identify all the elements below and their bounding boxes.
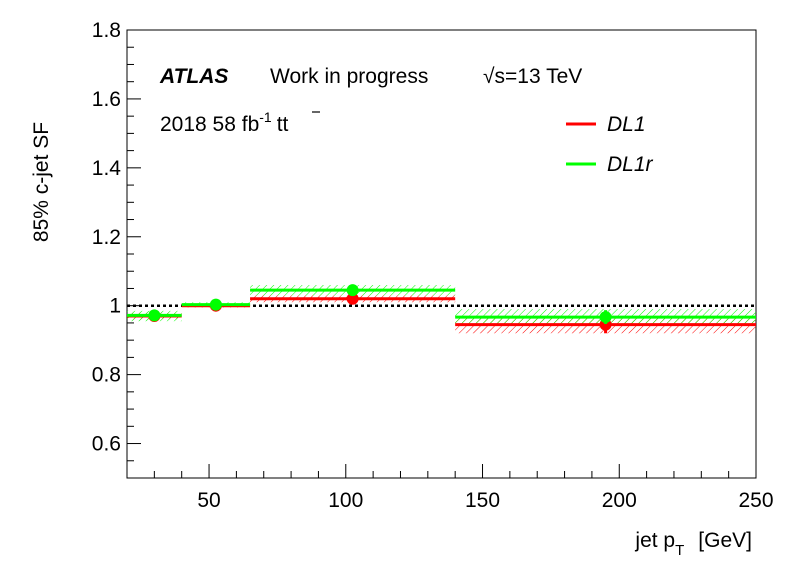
marker-dl1r [209, 298, 222, 311]
energy-sqrt: √s [483, 65, 505, 88]
x-tick-label: 50 [197, 489, 220, 512]
y-tick-label: 1.8 [92, 19, 121, 42]
legend: DL1 DL1r [566, 113, 654, 176]
series-group [127, 284, 756, 334]
marker-dl1r [148, 309, 161, 322]
dataset-label: 2018 58 fb-1 tt [160, 109, 289, 136]
marker-dl1r [346, 284, 359, 297]
x-axis-title-sub: T [675, 542, 684, 559]
atlas-label: ATLAS [159, 65, 228, 88]
status-label: Work in progress [270, 65, 428, 88]
x-tick-label: 100 [328, 489, 363, 512]
x-tick-label: 150 [465, 489, 500, 512]
axis-ticks: 0.6 0.8 1 1.2 1.4 1.6 1.8 50 100 150 200 250 [92, 19, 774, 512]
energy-label: √s=13 TeV [483, 65, 582, 88]
y-tick-label: 0.6 [92, 433, 121, 456]
x-tick-label: 250 [738, 489, 773, 512]
plot-frame [126, 29, 757, 479]
y-tick-label: 1.2 [92, 226, 121, 249]
y-axis-title: 85% c-jet SF [30, 122, 53, 242]
dataset-exp: -1 [259, 109, 272, 125]
y-tick-label: 1.6 [92, 88, 121, 111]
marker-dl1 [346, 292, 359, 305]
x-tick-label: 200 [602, 489, 637, 512]
dataset-process: tt [277, 113, 289, 136]
y-tick-label: 1.4 [92, 157, 122, 180]
marker-dl1r [599, 311, 612, 324]
x-axis-title: jet pT [GeV] [634, 529, 752, 559]
energy-value: =13 TeV [505, 65, 582, 88]
legend-label-dl1: DL1 [607, 113, 646, 136]
x-axis-title-unit: [GeV] [698, 529, 752, 552]
legend-label-dl1r: DL1r [607, 153, 654, 176]
y-tick-label: 1 [109, 295, 121, 318]
y-tick-label: 0.8 [92, 364, 121, 387]
dataset-prefix: 2018 58 fb [160, 113, 259, 136]
x-axis-title-main: jet p [634, 529, 675, 552]
